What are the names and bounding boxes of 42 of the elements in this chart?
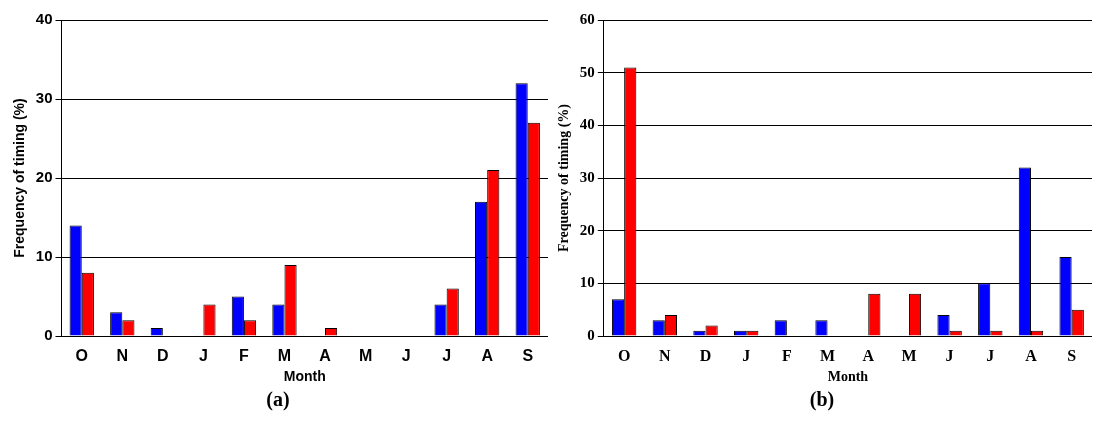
x-tick-label: J (401, 347, 411, 365)
x-tick-label: M (820, 346, 836, 364)
x-tick-label: J (742, 346, 751, 364)
x-tick-label: N (116, 347, 129, 365)
y-tick-label: 40 (579, 116, 595, 133)
x-axis-title: Month (827, 369, 869, 385)
y-tick-label: 40 (35, 10, 53, 28)
y-tick-label: 60 (579, 10, 595, 27)
y-tick-label: 30 (579, 168, 595, 185)
y-tick-label: 10 (35, 247, 53, 265)
x-tick-label: D (157, 347, 169, 365)
x-tick-label: A (862, 346, 875, 364)
x-tick-label: D (699, 346, 712, 364)
x-tick-label: A (1025, 346, 1038, 364)
y-tick-label: 20 (35, 168, 53, 186)
x-tick-label: J (945, 346, 954, 364)
x-tick-label: J (198, 347, 208, 365)
x-tick-label: J (986, 346, 995, 364)
x-tick-label: F (781, 346, 792, 364)
x-tick-label: M (277, 347, 292, 365)
x-tick-label: A (481, 347, 494, 365)
x-tick-label: S (1067, 346, 1077, 364)
text: (a) (266, 388, 290, 411)
y-tick-label: 0 (587, 326, 595, 343)
x-tick-label: O (617, 346, 631, 364)
x-tick-label: O (75, 347, 88, 365)
x-tick-label: M (901, 346, 917, 364)
y-tick-label: 30 (35, 89, 53, 107)
x-tick-label: J (442, 347, 452, 365)
y-tick-label: 20 (579, 221, 595, 238)
y-axis-title: Frequency of timing (%) (556, 103, 573, 252)
x-tick-label: N (659, 346, 672, 364)
y-tick-label: 10 (579, 274, 595, 291)
y-tick-label: 50 (579, 63, 595, 80)
text: (b) (809, 388, 835, 411)
y-axis-title: Frequency of timing (%) (11, 98, 28, 258)
x-tick-label: S (522, 347, 534, 365)
x-tick-label: F (239, 347, 250, 365)
x-tick-label: M (358, 347, 373, 365)
x-tick-label: A (319, 347, 332, 365)
y-tick-label: 0 (44, 326, 53, 344)
x-axis-title: Month (283, 368, 326, 385)
